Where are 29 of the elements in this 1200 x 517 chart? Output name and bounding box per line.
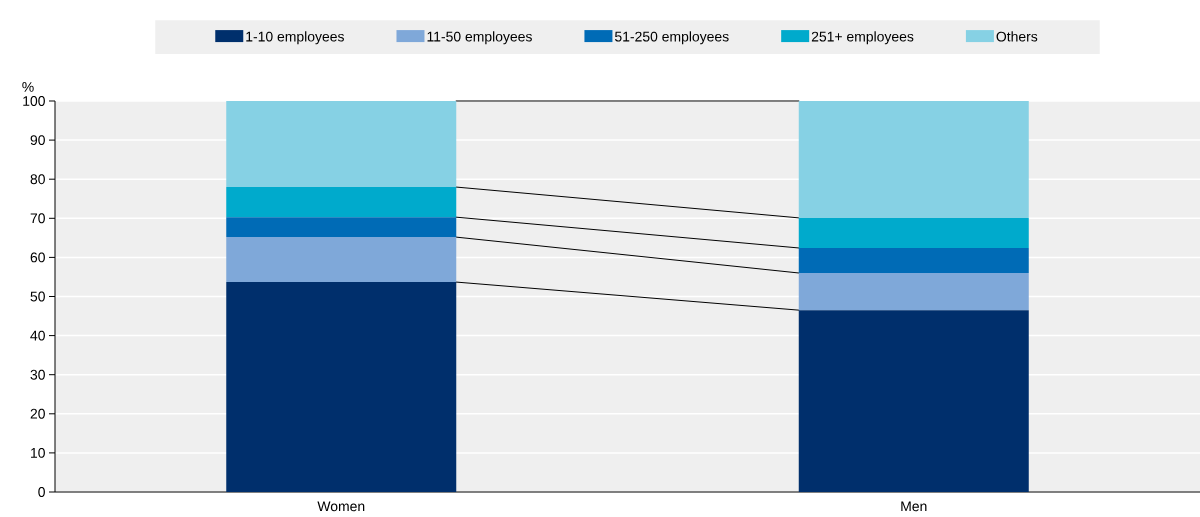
y-tick-label: 30 (30, 369, 45, 380)
bar (798, 101, 1029, 218)
y-axis-title: % (22, 82, 34, 92)
legend-label: Others (996, 31, 1038, 42)
legend-label: 51-250 employees (614, 31, 729, 45)
y-tick-label: 80 (30, 174, 45, 185)
legend-label: 11-50 employees (427, 31, 532, 45)
bar (226, 217, 457, 238)
y-tick-label: 40 (30, 330, 45, 341)
legend-label: 251+ employees (811, 31, 914, 45)
x-tick-label: Men (901, 501, 927, 512)
y-tick-label: 20 (30, 408, 45, 419)
bar (798, 273, 1029, 311)
legend-label: 1-10 employees (246, 31, 344, 45)
y-tick-label: 50 (30, 291, 45, 302)
bar (798, 217, 1029, 249)
y-tick-label: 60 (30, 252, 45, 263)
bar (226, 187, 457, 218)
y-tick-label: 10 (31, 447, 45, 458)
y-tick-label: 70 (30, 213, 45, 224)
bar (226, 237, 457, 283)
bar (226, 101, 457, 188)
bar (798, 248, 1029, 274)
y-tick-label: 0 (38, 487, 45, 497)
bar (798, 310, 1029, 492)
bar (226, 282, 457, 492)
y-tick-label: 90 (30, 135, 45, 146)
y-tick-label: 100 (23, 96, 45, 106)
x-tick-label: Women (317, 501, 365, 512)
